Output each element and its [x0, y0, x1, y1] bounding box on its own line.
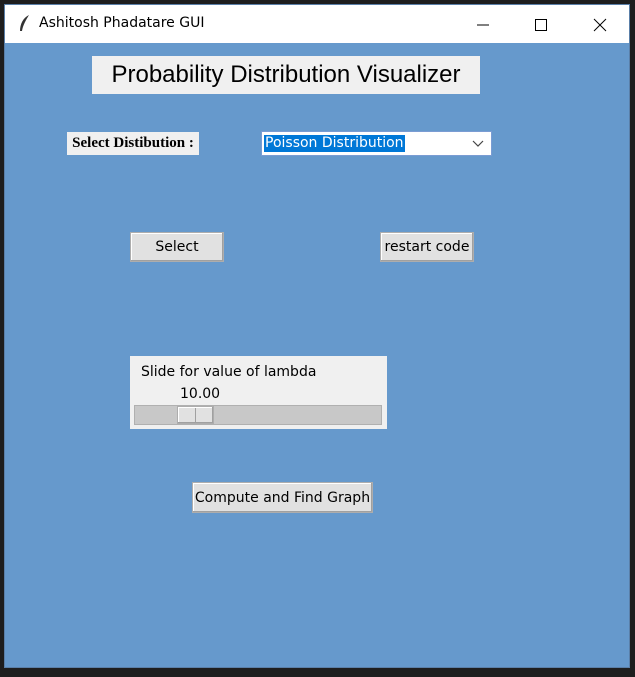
- title-bar: Ashitosh Phadatare GUI: [5, 5, 629, 43]
- dropdown-arrow: [472, 140, 484, 147]
- slider-label: Slide for value of lambda: [141, 364, 317, 380]
- slider-trough: [134, 405, 382, 425]
- window-title: Ashitosh Phadatare GUI: [39, 15, 205, 31]
- app-window: Ashitosh Phadatare GUI Probability Distr…: [4, 4, 630, 668]
- distribution-label: Select Distibution :: [67, 132, 199, 155]
- window-controls[interactable]: [471, 15, 617, 35]
- slider-frame: Slide for value of lambda 10.00: [130, 356, 387, 429]
- combobox-value: Poisson Distribution: [264, 135, 405, 152]
- slider-thumb[interactable]: [177, 406, 214, 424]
- select-button[interactable]: Select: [130, 232, 224, 262]
- slider-value: 10.00: [180, 386, 221, 402]
- app-icon: [20, 15, 29, 31]
- restart-button[interactable]: restart code: [380, 232, 474, 262]
- compute-button[interactable]: Compute and Find Graph: [192, 482, 373, 513]
- heading: Probability Distribution Visualizer: [92, 56, 480, 94]
- distribution-combobox[interactable]: Poisson Distribution: [261, 131, 492, 156]
- thumb-notch: [195, 408, 196, 422]
